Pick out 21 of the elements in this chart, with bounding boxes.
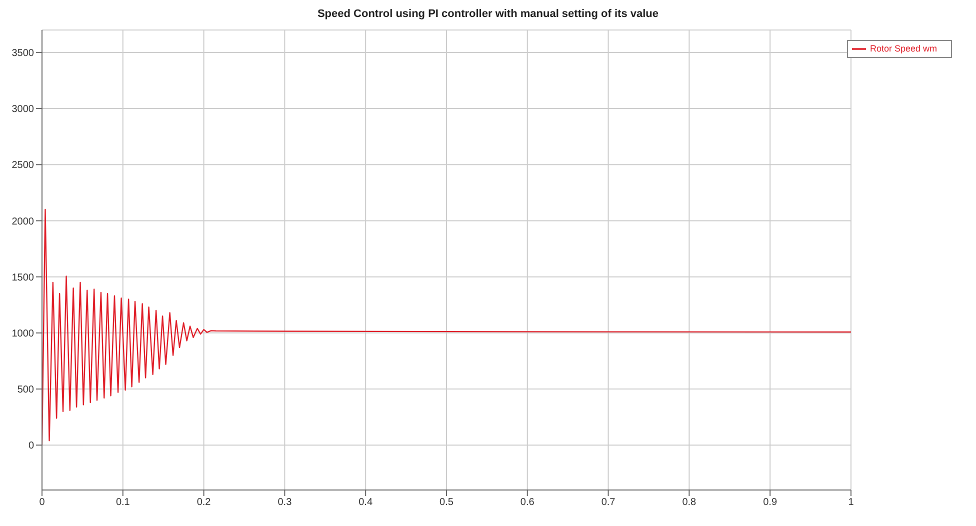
- x-tick-label: 0: [39, 497, 46, 508]
- x-tick-label: 0.8: [682, 497, 697, 508]
- x-tick-label: 0.5: [440, 497, 454, 508]
- x-tick-label: 0.7: [601, 497, 616, 508]
- y-tick-label: 2000: [12, 216, 34, 228]
- x-tick-label: 1: [848, 497, 854, 508]
- x-tick-label: 0.4: [358, 497, 373, 508]
- y-tick-label: 1500: [12, 272, 34, 284]
- x-tick-label: 0.9: [763, 497, 778, 508]
- x-tick-label: 0.2: [196, 497, 212, 508]
- y-tick-label: 1000: [12, 328, 34, 340]
- y-tick-label: 500: [17, 384, 34, 396]
- y-tick-label: 0: [28, 440, 34, 452]
- y-tick-label: 3000: [12, 104, 34, 116]
- x-tick-label: 0.3: [278, 497, 292, 508]
- chart-title: Speed Control using PI controller with manual setting of its value: [316, 8, 660, 22]
- y-tick-label: 2500: [12, 160, 34, 172]
- x-tick-label: 0.1: [116, 497, 130, 508]
- y-tick-label: 3500: [12, 48, 34, 59]
- x-tick-label: 0.6: [520, 497, 535, 508]
- legend-label: Rotor Speed wm: [870, 43, 937, 54]
